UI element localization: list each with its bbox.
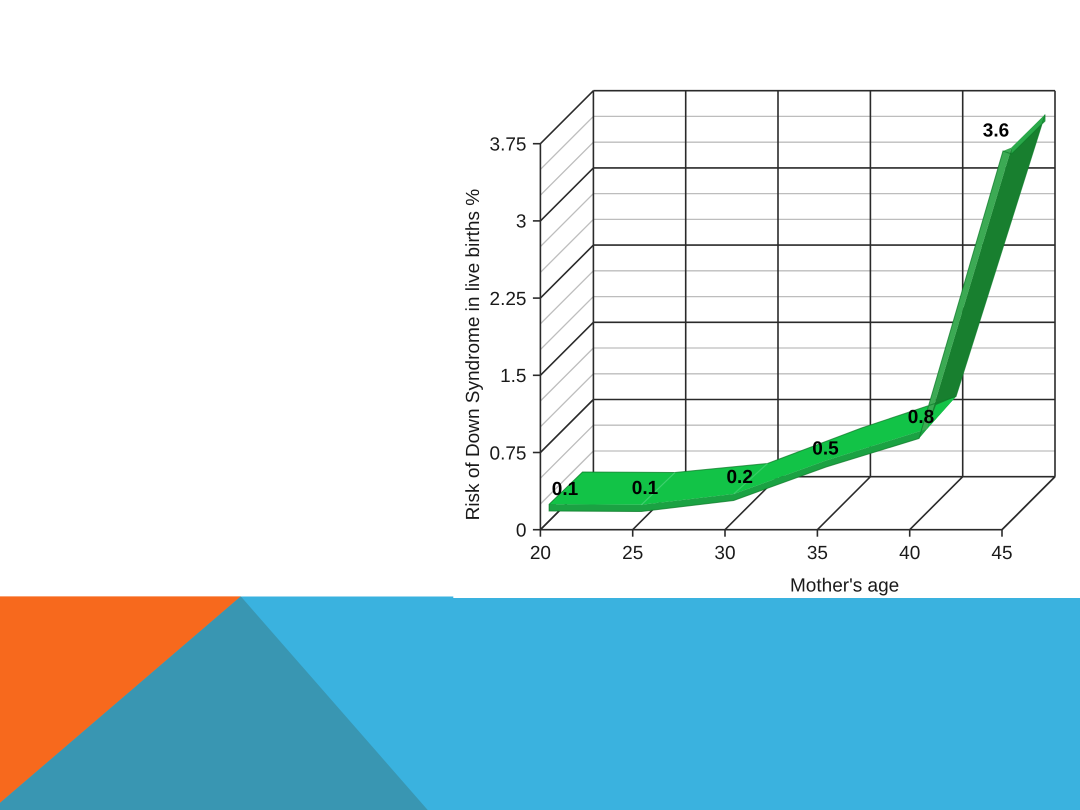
svg-text:30: 30 [714,543,735,564]
svg-text:45: 45 [991,543,1012,564]
svg-text:0.2: 0.2 [726,467,752,488]
svg-text:0.1: 0.1 [632,478,659,499]
svg-text:3.75: 3.75 [490,135,527,156]
svg-text:Mother's age: Mother's age [790,576,899,597]
svg-text:0.75: 0.75 [490,443,527,464]
svg-text:25: 25 [622,543,643,564]
svg-text:0: 0 [516,521,527,542]
svg-text:2.25: 2.25 [490,289,527,310]
svg-text:40: 40 [899,543,920,564]
svg-text:0.5: 0.5 [812,438,839,459]
svg-text:3.6: 3.6 [983,120,1009,141]
svg-text:0.1: 0.1 [552,479,579,500]
svg-text:35: 35 [807,543,828,564]
svg-text:Risk of Down Syndrome in live: Risk of Down Syndrome in live births % [463,189,484,521]
svg-text:20: 20 [530,543,551,564]
svg-text:1.5: 1.5 [500,366,526,387]
svg-text:3: 3 [516,212,527,233]
svg-text:0.8: 0.8 [908,407,934,428]
